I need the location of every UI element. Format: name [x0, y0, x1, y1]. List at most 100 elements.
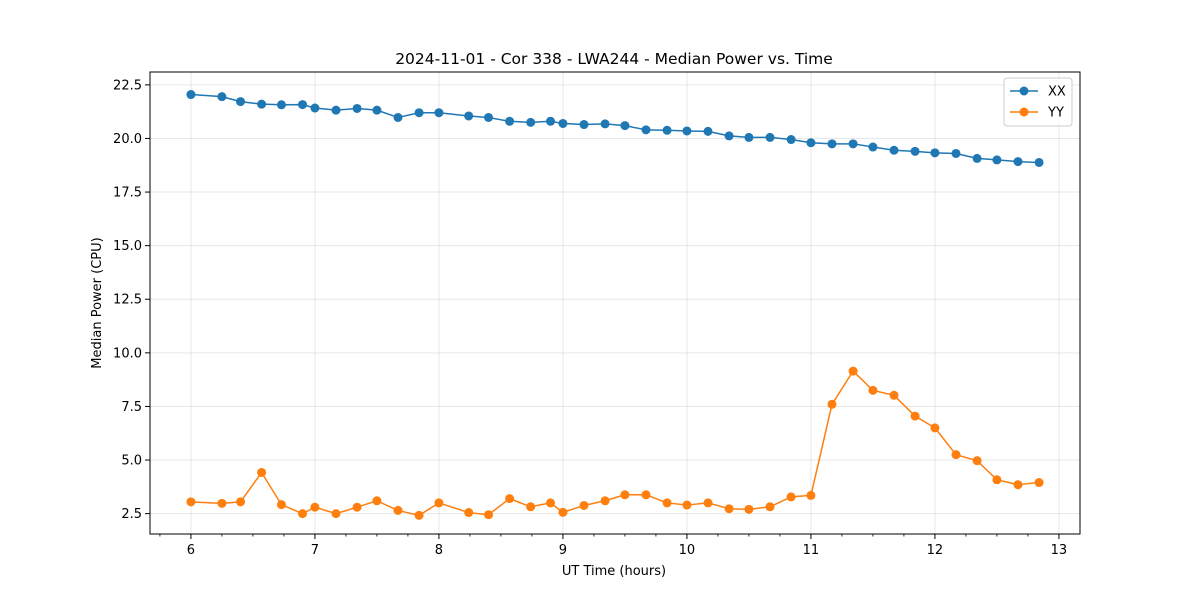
- legend-label-yy: YY: [1047, 106, 1064, 121]
- data-point-xx: [600, 119, 610, 129]
- y-tick-label: 15.0: [113, 239, 142, 254]
- data-point-yy: [393, 505, 403, 515]
- data-point-xx: [910, 146, 920, 156]
- x-tick-label: 8: [435, 543, 443, 558]
- data-point-xx: [372, 105, 382, 115]
- data-point-yy: [682, 500, 692, 510]
- data-point-yy: [724, 504, 734, 514]
- y-axis-label: Median Power (CPU): [90, 237, 105, 368]
- y-tick-label: 22.5: [113, 78, 142, 93]
- data-point-xx: [662, 125, 672, 135]
- data-point-xx: [827, 139, 837, 149]
- x-axis-label: UT Time (hours): [562, 564, 666, 579]
- series-layer: [186, 90, 1044, 520]
- legend-label-xx: XX: [1048, 85, 1066, 100]
- data-point-xx: [505, 116, 515, 126]
- y-tick-label: 12.5: [113, 293, 142, 308]
- data-point-xx: [352, 103, 362, 113]
- axes: 6 7 8 9 10 11 12 13 2.5 5.0 7.5 10.0 12.5 15.0 17.5 20.…: [113, 78, 1067, 558]
- data-point-yy: [848, 366, 858, 376]
- data-point-xx: [331, 105, 341, 115]
- data-point-yy: [186, 497, 196, 507]
- data-point-xx: [992, 155, 1002, 165]
- data-point-yy: [662, 498, 672, 508]
- data-point-yy: [972, 456, 982, 466]
- data-point-yy: [1013, 480, 1023, 490]
- data-point-xx: [236, 97, 246, 107]
- x-tick-label: 13: [1051, 543, 1068, 558]
- data-point-yy: [868, 385, 878, 395]
- data-point-xx: [724, 131, 734, 141]
- data-point-yy: [276, 500, 286, 510]
- data-point-yy: [951, 450, 961, 460]
- data-point-yy: [331, 509, 341, 519]
- data-point-yy: [434, 498, 444, 508]
- data-point-yy: [641, 490, 651, 500]
- legend-marker-yy: [1019, 107, 1029, 117]
- chart-title: 2024-11-01 - Cor 338 - LWA244 - Median P…: [395, 50, 833, 68]
- data-point-xx: [641, 125, 651, 135]
- data-point-xx: [546, 116, 556, 126]
- x-tick-label: 7: [311, 543, 319, 558]
- data-point-xx: [1013, 157, 1023, 167]
- data-point-yy: [352, 502, 362, 512]
- data-point-xx: [276, 100, 286, 110]
- data-point-yy: [558, 507, 568, 517]
- data-point-xx: [930, 148, 940, 158]
- data-point-xx: [806, 138, 816, 148]
- data-point-yy: [579, 500, 589, 510]
- data-point-yy: [414, 510, 424, 520]
- data-point-xx: [620, 121, 630, 131]
- data-point-yy: [910, 411, 920, 421]
- data-point-xx: [298, 100, 308, 110]
- data-point-xx: [682, 126, 692, 136]
- data-point-yy: [484, 510, 494, 520]
- data-point-xx: [434, 108, 444, 118]
- data-point-xx: [310, 103, 320, 113]
- data-point-yy: [600, 496, 610, 506]
- data-point-yy: [1034, 478, 1044, 488]
- data-point-xx: [703, 126, 713, 136]
- data-point-yy: [217, 498, 227, 508]
- data-point-yy: [827, 399, 837, 409]
- data-point-xx: [765, 132, 775, 142]
- data-point-xx: [484, 112, 494, 122]
- data-point-xx: [889, 145, 899, 155]
- data-point-yy: [526, 502, 536, 512]
- data-point-xx: [414, 108, 424, 118]
- x-tick-label: 10: [679, 543, 696, 558]
- data-point-yy: [930, 423, 940, 433]
- data-point-xx: [217, 92, 227, 102]
- x-tick-label: 11: [803, 543, 820, 558]
- x-tick-label: 9: [559, 543, 567, 558]
- data-point-xx: [951, 148, 961, 158]
- legend: XX YY: [1003, 77, 1073, 127]
- data-point-xx: [579, 120, 589, 130]
- data-point-yy: [505, 494, 515, 504]
- legend-marker-xx: [1019, 86, 1029, 96]
- data-point-xx: [786, 135, 796, 145]
- data-point-yy: [310, 502, 320, 512]
- data-point-yy: [464, 508, 474, 518]
- data-point-xx: [868, 142, 878, 152]
- data-point-yy: [620, 490, 630, 500]
- data-point-xx: [186, 90, 196, 100]
- data-point-yy: [546, 498, 556, 508]
- data-point-yy: [744, 504, 754, 514]
- data-point-xx: [848, 139, 858, 149]
- plot-area-frame: [149, 71, 1081, 535]
- y-tick-label: 7.5: [121, 400, 142, 415]
- data-point-yy: [765, 502, 775, 512]
- data-point-yy: [889, 390, 899, 400]
- data-point-xx: [464, 111, 474, 121]
- data-point-yy: [806, 490, 816, 500]
- data-point-xx: [393, 112, 403, 122]
- data-point-yy: [992, 475, 1002, 485]
- y-tick-label: 5.0: [121, 454, 142, 469]
- x-tick-label: 12: [927, 543, 944, 558]
- y-tick-label: 20.0: [113, 132, 142, 147]
- data-point-xx: [972, 153, 982, 163]
